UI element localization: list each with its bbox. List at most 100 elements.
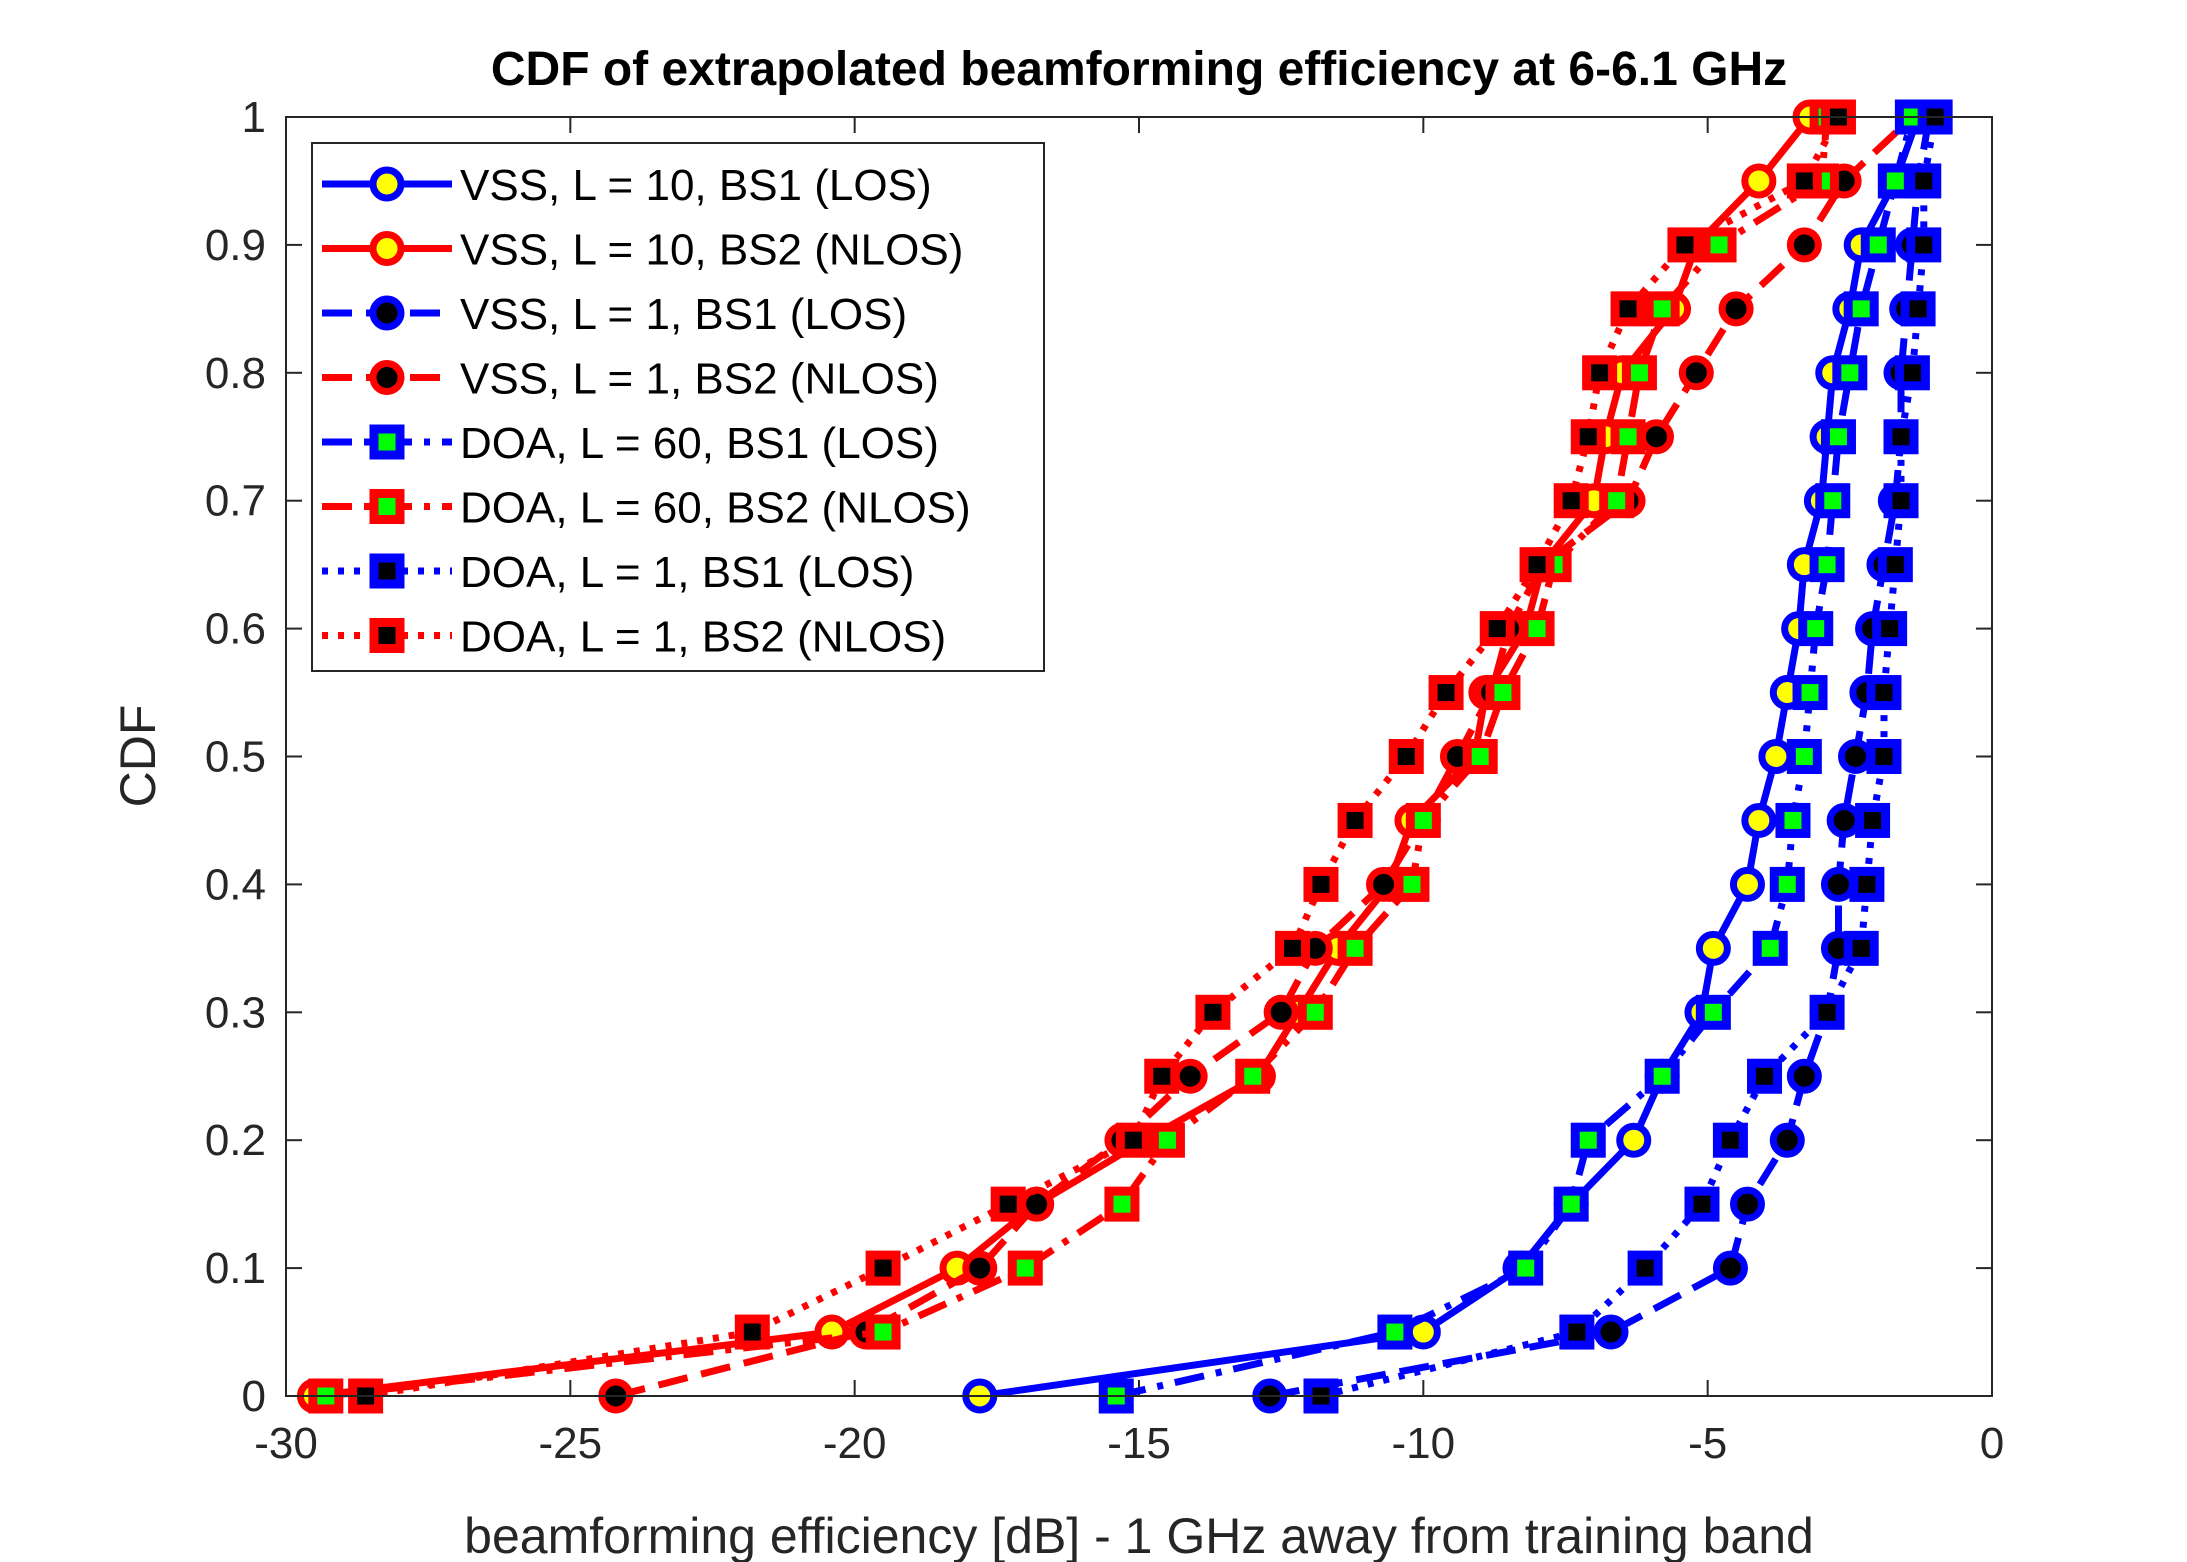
data-point	[1570, 1122, 1606, 1158]
data-point	[1775, 802, 1811, 838]
y-tick-label: 0.1	[205, 1244, 266, 1293]
data-point	[1405, 802, 1441, 838]
data-point	[1638, 419, 1674, 455]
data-point	[1684, 1186, 1720, 1222]
data-point	[369, 166, 405, 202]
x-tick-label: -10	[1392, 1419, 1456, 1468]
data-point	[369, 618, 405, 653]
data-point	[1786, 739, 1822, 774]
data-point	[1741, 802, 1777, 838]
data-point	[1769, 866, 1805, 902]
data-point	[1297, 994, 1333, 1030]
y-axis-ticks: 0 0.1 0.2 0.3 0.4 0.5 0.6 0.7 0.8 0.9 1	[205, 93, 1992, 1421]
data-point	[1798, 611, 1834, 647]
data-point	[1786, 1058, 1822, 1094]
data-point	[1872, 611, 1908, 647]
data-point	[1377, 1314, 1413, 1350]
data-point	[1832, 355, 1868, 391]
data-point	[1866, 675, 1902, 711]
data-point	[1644, 1058, 1680, 1094]
data-point	[1610, 291, 1646, 327]
data-point	[1366, 866, 1402, 902]
data-point	[1809, 547, 1845, 583]
data-point	[1616, 1122, 1652, 1158]
data-point	[1195, 994, 1231, 1030]
legend-label: VSS, L = 1, BS2 (NLOS)	[460, 355, 939, 404]
data-point	[1741, 163, 1777, 199]
data-point	[1900, 291, 1936, 327]
data-point	[1275, 930, 1311, 966]
legend-entry: VSS, L = 10, BS2 (NLOS)	[322, 226, 963, 275]
data-point	[1718, 291, 1754, 327]
y-tick-label: 0.4	[205, 860, 266, 909]
x-tick-label: 0	[1980, 1419, 2004, 1468]
data-point	[369, 489, 405, 524]
y-tick-label: 0.9	[205, 221, 266, 270]
data-point	[1695, 994, 1731, 1030]
data-point	[1115, 1122, 1151, 1158]
data-point	[1729, 866, 1765, 902]
data-point	[369, 424, 405, 460]
legend-entry: DOA, L = 1, BS1 (LOS)	[322, 548, 914, 597]
data-point	[369, 553, 405, 589]
legend-entry: DOA, L = 60, BS1 (LOS)	[322, 419, 939, 468]
legend-entries: VSS, L = 10, BS1 (LOS) VSS, L = 10, BS2 (…	[322, 161, 971, 662]
legend-box	[311, 142, 1045, 672]
data-point	[1906, 163, 1942, 199]
y-axis-label: CDF	[110, 705, 166, 808]
series-layer	[296, 99, 1953, 1414]
data-point	[1729, 1186, 1765, 1222]
plot-frame	[285, 116, 1993, 1397]
x-tick-label: -15	[1107, 1419, 1171, 1468]
y-tick-label: 0.8	[205, 349, 266, 398]
data-point	[1172, 1058, 1208, 1094]
legend: VSS, L = 10, BS1 (LOS) VSS, L = 10, BS2 (…	[311, 142, 1045, 672]
data-point	[369, 360, 405, 395]
data-point	[1104, 1186, 1140, 1222]
data-point	[1553, 483, 1589, 519]
series-line	[1320, 116, 1939, 1400]
data-point	[1627, 1250, 1663, 1286]
data-point	[962, 1250, 998, 1286]
data-point	[1695, 930, 1731, 966]
data-point	[1388, 739, 1424, 774]
data-point	[1007, 1250, 1043, 1286]
data-point	[1894, 355, 1930, 391]
data-point	[1809, 994, 1845, 1030]
data-point	[1667, 227, 1703, 263]
y-tick-label: 0	[242, 1372, 266, 1421]
data-point	[1599, 483, 1635, 519]
data-point	[1752, 930, 1788, 966]
data-point	[1337, 802, 1373, 838]
x-tick-label: -5	[1688, 1419, 1727, 1468]
legend-label: DOA, L = 1, BS1 (LOS)	[460, 548, 914, 597]
legend-label: VSS, L = 1, BS1 (LOS)	[460, 290, 907, 339]
y-tick-label: 0.5	[205, 733, 266, 782]
data-point	[1786, 163, 1822, 199]
data-point	[1883, 419, 1919, 455]
y-tick-label: 1	[242, 93, 266, 142]
data-point	[1593, 1314, 1629, 1350]
data-point	[1815, 483, 1851, 519]
data-point	[1838, 739, 1874, 774]
data-point	[1621, 355, 1657, 391]
data-point	[1553, 1186, 1589, 1222]
data-point	[1337, 930, 1373, 966]
series-line	[325, 116, 1831, 1400]
y-tick-label: 0.7	[205, 477, 266, 526]
data-point	[1519, 547, 1555, 583]
data-point	[1519, 611, 1555, 647]
legend-entry: VSS, L = 1, BS2 (NLOS)	[322, 355, 939, 404]
data-point	[369, 295, 405, 331]
data-point	[1263, 994, 1299, 1030]
series-DOA, L = 1, BS1 (LOS)	[1303, 99, 1953, 1414]
data-point	[1644, 291, 1680, 327]
legend-label: DOA, L = 60, BS2 (NLOS)	[460, 484, 971, 533]
chart-title: CDF of extrapolated beamforming efficien…	[491, 43, 1787, 96]
data-point	[1866, 739, 1902, 774]
data-point	[1019, 1186, 1055, 1222]
data-point	[1559, 1314, 1595, 1350]
data-point	[1820, 866, 1856, 902]
data-point	[1610, 419, 1646, 455]
